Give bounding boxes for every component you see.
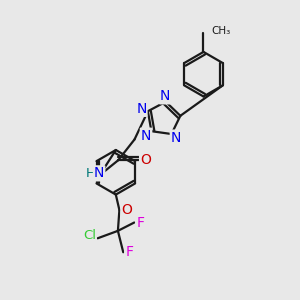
Text: N: N [94, 167, 104, 180]
Text: O: O [122, 203, 132, 217]
Text: Cl: Cl [83, 230, 96, 242]
Text: N: N [171, 130, 181, 145]
Text: N: N [136, 102, 146, 116]
Text: CH₃: CH₃ [212, 26, 231, 36]
Text: O: O [140, 153, 151, 167]
Text: F: F [136, 215, 144, 230]
Text: N: N [160, 89, 170, 103]
Text: F: F [125, 245, 133, 259]
Text: H: H [85, 167, 95, 180]
Text: N: N [141, 129, 151, 143]
